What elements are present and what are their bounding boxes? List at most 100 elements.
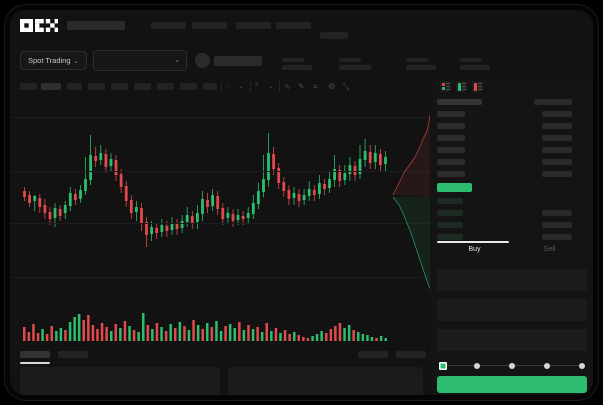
stat-label (460, 58, 482, 62)
stat-24h-high (406, 58, 436, 70)
orderbook-bid-row[interactable] (437, 198, 463, 204)
orderbook-and-order-form: Buy Sell (430, 78, 593, 395)
timeframe-dropdown-icon[interactable]: ⌄ (268, 83, 274, 90)
stat-24h-change (339, 58, 371, 70)
timeframe-button[interactable] (180, 83, 197, 90)
toolbar-divider (221, 81, 222, 92)
orderbook-ask-row[interactable] (437, 135, 465, 141)
tab-buy[interactable]: Buy (468, 246, 481, 253)
tab-funds[interactable] (396, 351, 426, 358)
timeframe-button[interactable] (88, 83, 105, 90)
timeframe-button[interactable] (157, 83, 174, 90)
candlestick-chart[interactable] (10, 95, 430, 305)
orderbook-bid-row[interactable] (437, 234, 463, 240)
orderbook-header-price (437, 99, 482, 105)
tab-open-orders[interactable] (20, 351, 50, 358)
okx-logo[interactable] (20, 19, 58, 32)
toolbar-divider (250, 81, 251, 92)
orderbook-mid-price (437, 183, 472, 192)
snapshot-camera-icon[interactable]: ⌗ (313, 82, 318, 91)
slider-stop-25[interactable] (474, 362, 480, 369)
panel-positions-table[interactable] (228, 367, 423, 395)
fullscreen-expand-icon[interactable]: ⤡ (343, 82, 350, 91)
orderbook-ask-row[interactable] (437, 111, 465, 117)
tab-trade-history[interactable] (358, 351, 388, 358)
orderbook-ask-amount (542, 135, 572, 141)
stat-label (339, 58, 361, 62)
orderbook-ask-row[interactable] (437, 123, 465, 129)
orderbook-ask-amount (542, 159, 572, 165)
tab-order-history[interactable] (58, 351, 88, 358)
buy-tab-underline (437, 241, 509, 243)
timeframe-button[interactable] (111, 83, 128, 90)
slider-handle[interactable] (439, 361, 447, 370)
stat-value (282, 65, 312, 70)
submit-buy-button[interactable] (437, 376, 587, 393)
top-navigation-bar (10, 10, 593, 44)
nav-item-more[interactable] (276, 22, 311, 29)
stat-last-price (282, 58, 312, 70)
timeframe-button[interactable] (134, 83, 151, 90)
orderbook-toolbar (430, 78, 593, 95)
nav-search-box[interactable] (67, 21, 125, 30)
pencil-draw-icon[interactable]: ✎ (298, 82, 305, 91)
chart-gridline (10, 223, 430, 224)
sub-navigation-bar: Spot Trading ⌄ ⌄ (10, 44, 593, 78)
orderbook-ask-amount (542, 147, 572, 153)
timeframe-button[interactable] (20, 83, 37, 90)
line-tool-icon[interactable]: ∿ (284, 82, 291, 91)
toolbar-divider (279, 81, 280, 92)
orderbook-bid-amount (542, 234, 572, 240)
slider-stop-75[interactable] (544, 362, 550, 369)
chevron-down-icon: ⌄ (174, 57, 180, 64)
indicators-dropdown-icon[interactable]: ∴ (226, 83, 230, 89)
orderbook-ask-amount (542, 123, 572, 129)
chart-settings-gear-icon[interactable]: ⚙ (328, 82, 336, 91)
stat-value (460, 65, 490, 70)
chart-toolbar: ∴ ⌄ ≡ ⌄ ∿ ✎ ⌗ ⚙ ⤡ (10, 78, 430, 95)
stat-value (339, 65, 371, 70)
panel-orders-table[interactable] (20, 367, 220, 395)
timeframe-button[interactable] (67, 83, 82, 90)
trading-pair-select[interactable]: ⌄ (93, 50, 187, 71)
chart-type-dropdown-icon[interactable]: ⌄ (238, 83, 244, 90)
orderbook-view-both-icon[interactable] (440, 81, 451, 92)
slider-stop-50[interactable] (509, 362, 515, 369)
timeframe-button[interactable] (203, 83, 217, 90)
orderbook-header-amount (534, 99, 572, 105)
orderbook-view-asks-icon[interactable] (472, 81, 483, 92)
orderbook-ask-amount (542, 111, 572, 117)
volume-histogram (10, 305, 430, 347)
chart-gridline (10, 171, 430, 172)
orderbook-bid-row[interactable] (437, 210, 463, 216)
orderbook-bid-row[interactable] (437, 222, 463, 228)
nav-item-earn[interactable] (236, 22, 271, 29)
nav-item-assets[interactable] (320, 32, 348, 39)
orderbook-view-bids-icon[interactable] (456, 81, 467, 92)
chart-gridline (10, 117, 430, 118)
app-screen: Spot Trading ⌄ ⌄ (10, 10, 593, 395)
order-amount-field[interactable] (437, 299, 587, 321)
order-price-field[interactable] (437, 269, 587, 291)
orderbook-ask-row[interactable] (437, 171, 465, 177)
stat-value (406, 65, 436, 70)
spot-trading-dropdown[interactable]: Spot Trading ⌄ (20, 51, 87, 70)
order-percent-slider[interactable] (439, 361, 585, 370)
timeframe-button-active[interactable] (41, 83, 61, 90)
chevron-down-icon: ⌄ (73, 58, 79, 65)
order-total-field[interactable] (437, 329, 587, 351)
slider-stop-100[interactable] (579, 362, 585, 369)
pair-coin-avatar (195, 53, 210, 68)
nav-item-markets[interactable] (192, 22, 227, 29)
compare-dropdown-icon[interactable]: ≡ (255, 82, 259, 88)
volume-bars-layer (23, 313, 387, 341)
chart-gridline (10, 277, 430, 278)
tab-sell[interactable]: Sell (543, 246, 556, 253)
market-depth-chart[interactable] (391, 105, 436, 295)
nav-item-trade[interactable] (151, 22, 186, 29)
stat-24h-volume (460, 58, 490, 70)
orderbook-ask-row[interactable] (437, 147, 465, 153)
orderbook-ask-row[interactable] (437, 159, 465, 165)
orderbook-bid-amount (542, 222, 572, 228)
